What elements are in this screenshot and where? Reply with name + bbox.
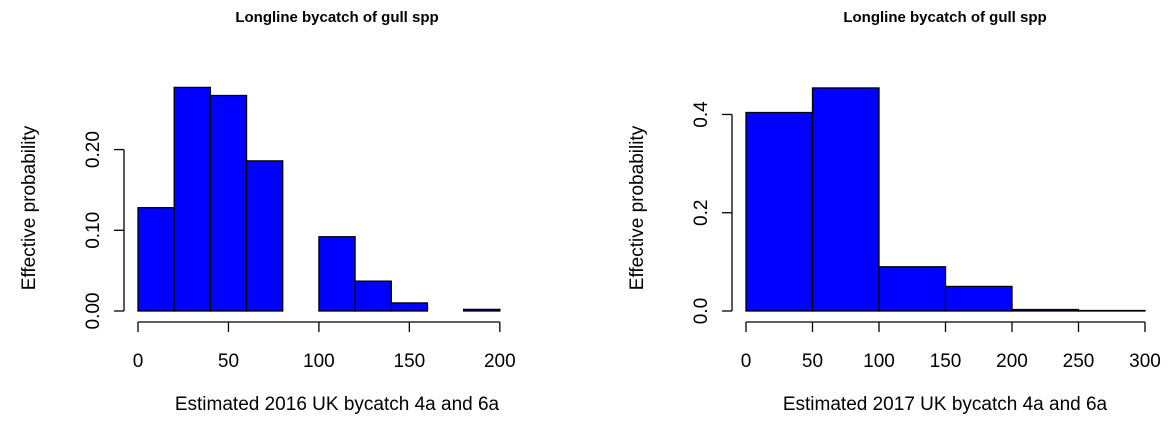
- y-tick-label: 0.10: [83, 212, 104, 249]
- panel: Longline bycatch of gull spp 0 50 100 150 200…: [19, 9, 516, 415]
- x-tick-label: 300: [1129, 351, 1161, 372]
- bar: [173, 86, 212, 312]
- x-tick-label: 0: [133, 351, 144, 372]
- bar: [354, 280, 392, 312]
- x-tick-label: 150: [930, 351, 962, 372]
- x-axis-label: Estimated 2017 UK bycatch 4a and 6a: [783, 394, 1108, 415]
- x-tick-label: 150: [394, 351, 426, 372]
- bar: [462, 308, 501, 312]
- y-axis-label: Effective probability: [19, 125, 40, 290]
- bar: [878, 266, 947, 312]
- y-tick-label: 0.00: [83, 293, 104, 330]
- bar: [1011, 308, 1080, 312]
- chart-title: Longline bycatch of gull spp: [843, 9, 1046, 26]
- bar: [944, 285, 1013, 312]
- x-tick-label: 0: [741, 351, 752, 372]
- x-tick-label: 200: [484, 351, 516, 372]
- bar: [745, 111, 814, 312]
- y-tick-label: 0.2: [691, 200, 712, 226]
- bar: [245, 160, 284, 312]
- bar: [209, 94, 248, 312]
- panel: Longline bycatch of gull spp 0 50 100 150 200…: [627, 9, 1161, 415]
- bar: [390, 302, 429, 312]
- y-tick-label: 0.20: [83, 131, 104, 168]
- x-tick-label: 100: [303, 351, 335, 372]
- x-axis-label: Estimated 2016 UK bycatch 4a and 6a: [175, 394, 500, 415]
- y-tick-label: 0.0: [691, 298, 712, 324]
- bar: [137, 207, 175, 312]
- x-tick-label: 250: [1063, 351, 1095, 372]
- chart-title: Longline bycatch of gull spp: [235, 9, 438, 26]
- x-tick-label: 200: [996, 351, 1028, 372]
- y-axis-label: Effective probability: [627, 125, 648, 290]
- x-tick-label: 100: [863, 351, 895, 372]
- bar: [811, 87, 880, 312]
- y-tick-label: 0.4: [691, 101, 712, 128]
- x-tick-label: 50: [218, 351, 239, 372]
- bar: [318, 236, 356, 312]
- x-tick-label: 50: [802, 351, 823, 372]
